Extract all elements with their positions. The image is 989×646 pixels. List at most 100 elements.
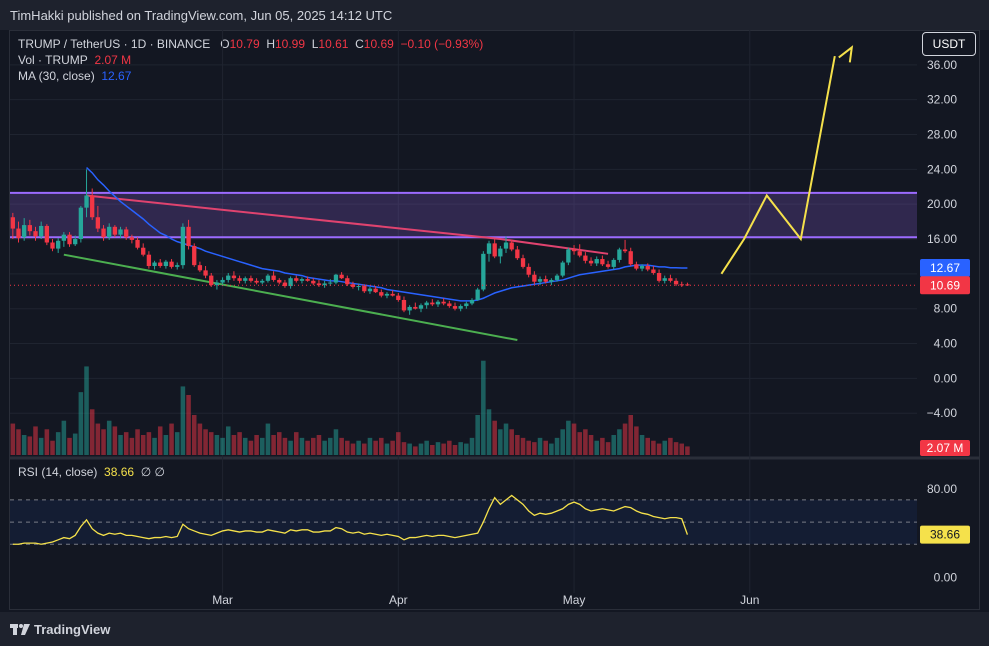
volume-bar	[208, 432, 214, 455]
rsi-legend[interactable]: RSI (14, close) 38.66 ∅ ∅	[18, 465, 165, 479]
volume-bar	[435, 442, 441, 455]
volume-bar	[146, 432, 152, 455]
last-price-badge: 10.69	[930, 278, 960, 292]
candle-body	[634, 264, 639, 269]
ma-price-badge: 12.67	[930, 261, 960, 275]
volume-bar	[316, 435, 322, 455]
volume-bar	[78, 392, 84, 455]
volume-bar	[55, 432, 61, 455]
volume-bar	[617, 429, 622, 455]
volume-label: Vol · TRUMP	[18, 53, 88, 67]
rsi-value: 38.66	[104, 465, 135, 479]
candle-body	[124, 229, 129, 238]
candle-body	[169, 261, 174, 267]
volume-bar	[685, 446, 690, 455]
resistance-zone	[10, 192, 917, 238]
ma-value: 12.67	[101, 69, 132, 83]
candle-body	[651, 269, 656, 273]
volume-bar	[203, 429, 208, 455]
volume-bar	[237, 432, 242, 455]
candle-body	[560, 262, 565, 276]
candle-body	[656, 272, 662, 281]
symbol-pair[interactable]: TRUMP / TetherUS · 1D · BINANCE	[18, 37, 211, 51]
volume-bar	[44, 429, 50, 455]
candle-body	[469, 299, 475, 304]
candle-body	[282, 282, 288, 287]
volume-bar	[679, 443, 685, 455]
volume-bar	[549, 443, 554, 455]
volume-bar	[639, 435, 645, 455]
candle-body	[226, 275, 231, 280]
volume-bar	[611, 435, 616, 455]
volume-bar	[10, 423, 16, 455]
candle-body	[390, 293, 395, 296]
volume-bar	[554, 437, 560, 455]
candle-body	[617, 249, 622, 260]
volume-bar	[282, 437, 288, 455]
volume-bar	[95, 423, 101, 455]
volume-bar	[401, 442, 407, 455]
rsi-tick-label: 0.00	[934, 570, 958, 584]
volume-bar	[583, 429, 588, 455]
candle-body	[668, 278, 673, 281]
candle-body	[554, 275, 560, 280]
candle-body	[214, 282, 220, 286]
candle-body	[452, 306, 458, 309]
candle-body	[209, 275, 214, 286]
candle-body	[73, 239, 78, 245]
candle-body	[22, 225, 27, 238]
volume-bar	[390, 440, 395, 455]
volume-bar	[106, 420, 112, 455]
volume-bar	[271, 435, 276, 455]
footer: TradingView	[0, 612, 989, 646]
candle-body	[345, 278, 350, 285]
volume-badge-bg	[920, 440, 970, 456]
ohlc-change: −0.10 (−0.93%)	[400, 37, 484, 51]
volume-bar	[537, 437, 543, 455]
volume-bar	[299, 437, 305, 455]
volume-bar	[356, 440, 361, 455]
ohlc-high: 10.99	[275, 37, 306, 51]
volume-bar	[379, 437, 384, 455]
candle-body	[237, 278, 242, 281]
volume-bar	[61, 420, 67, 455]
candle-body	[418, 305, 424, 309]
y-tick-label: 28.00	[927, 128, 957, 142]
candle-body	[396, 295, 401, 300]
volume-bar	[129, 437, 135, 455]
candle-body	[379, 292, 384, 296]
x-tick-label: Mar	[212, 593, 233, 607]
candle-body	[532, 274, 537, 282]
rsi-badge: 38.66	[930, 528, 960, 542]
candle-body	[413, 306, 418, 309]
ohlc-open: 10.79	[229, 37, 260, 51]
volume-legend[interactable]: Vol · TRUMP 2.07 M	[18, 53, 131, 67]
candle-body	[328, 282, 333, 284]
volume-bar	[509, 429, 514, 455]
tradingview-brand[interactable]: TradingView	[34, 622, 111, 637]
candle-body	[78, 207, 84, 240]
volume-bar	[418, 443, 424, 455]
candle-body	[492, 243, 497, 257]
volume-bar	[311, 437, 316, 455]
volume-bar	[259, 437, 265, 455]
volume-bar	[38, 437, 44, 455]
candle-body	[481, 253, 486, 290]
volume-bar	[248, 440, 254, 455]
currency-button[interactable]: USDT	[922, 32, 976, 56]
candle-body	[435, 301, 441, 305]
rsi-settings-icons[interactable]: ∅ ∅	[140, 465, 165, 479]
candle-body	[588, 260, 594, 264]
ma-legend[interactable]: MA (30, close) 12.67	[18, 69, 131, 83]
volume-bar	[498, 429, 503, 455]
candle-body	[356, 286, 361, 288]
candle-body	[447, 303, 452, 307]
price-chart[interactable]: 36.0032.0028.0024.0020.0016.0012.008.004…	[0, 0, 989, 612]
candle-body	[197, 265, 203, 271]
candle-body	[146, 254, 152, 267]
candle-body	[129, 237, 135, 240]
volume-bar	[33, 426, 38, 455]
candle-body	[373, 288, 378, 293]
candle-body	[503, 242, 509, 249]
ohlc-close: 10.69	[363, 37, 394, 51]
